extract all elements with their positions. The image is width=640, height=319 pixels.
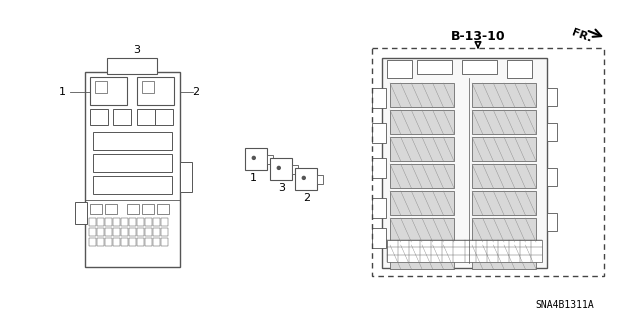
- Bar: [105, 218, 112, 226]
- Bar: [153, 238, 160, 246]
- Bar: [390, 83, 454, 107]
- Bar: [472, 137, 536, 161]
- Bar: [267, 155, 273, 164]
- Bar: [153, 218, 160, 226]
- Bar: [95, 81, 107, 93]
- Text: B-13-10: B-13-10: [451, 29, 506, 42]
- Bar: [157, 204, 169, 214]
- Bar: [507, 60, 532, 78]
- Text: 2: 2: [303, 193, 310, 203]
- Bar: [462, 60, 497, 74]
- Bar: [113, 109, 131, 125]
- Bar: [121, 238, 128, 246]
- Bar: [161, 218, 168, 226]
- Bar: [89, 228, 96, 236]
- Bar: [372, 228, 386, 248]
- Bar: [142, 81, 154, 93]
- Bar: [180, 162, 192, 192]
- Bar: [145, 218, 152, 226]
- Bar: [390, 110, 454, 134]
- Text: SNA4B1311A: SNA4B1311A: [536, 300, 595, 310]
- Bar: [547, 168, 557, 186]
- Bar: [97, 228, 104, 236]
- Bar: [93, 176, 172, 194]
- Bar: [270, 158, 292, 180]
- Bar: [387, 60, 412, 78]
- Bar: [387, 240, 542, 262]
- Bar: [129, 218, 136, 226]
- Bar: [137, 228, 144, 236]
- Bar: [121, 218, 128, 226]
- Bar: [127, 204, 139, 214]
- Bar: [107, 58, 157, 74]
- Bar: [97, 218, 104, 226]
- Bar: [137, 218, 144, 226]
- Bar: [390, 137, 454, 161]
- Bar: [105, 238, 112, 246]
- Circle shape: [301, 176, 306, 180]
- Bar: [153, 228, 160, 236]
- Bar: [161, 228, 168, 236]
- Bar: [472, 83, 536, 107]
- Bar: [372, 158, 386, 178]
- Bar: [137, 238, 144, 246]
- Bar: [113, 238, 120, 246]
- Bar: [161, 238, 168, 246]
- Bar: [372, 48, 604, 276]
- Bar: [472, 110, 536, 134]
- Text: 1: 1: [58, 87, 65, 97]
- Bar: [317, 174, 323, 184]
- Bar: [390, 191, 454, 215]
- Bar: [137, 77, 174, 105]
- Bar: [417, 60, 452, 74]
- Text: FR.: FR.: [570, 28, 593, 44]
- Bar: [93, 154, 172, 172]
- Bar: [75, 202, 87, 224]
- Bar: [390, 164, 454, 188]
- Bar: [113, 218, 120, 226]
- Bar: [372, 88, 386, 108]
- Bar: [547, 88, 557, 106]
- Bar: [129, 228, 136, 236]
- Bar: [89, 218, 96, 226]
- Circle shape: [276, 166, 281, 170]
- Bar: [145, 238, 152, 246]
- Bar: [90, 77, 127, 105]
- Circle shape: [252, 156, 256, 160]
- Bar: [90, 109, 108, 125]
- Bar: [97, 238, 104, 246]
- Bar: [472, 191, 536, 215]
- Bar: [372, 123, 386, 143]
- Bar: [145, 228, 152, 236]
- Bar: [547, 213, 557, 231]
- Bar: [105, 204, 117, 214]
- Bar: [105, 228, 112, 236]
- Bar: [390, 245, 454, 269]
- Text: 2: 2: [193, 87, 200, 97]
- Bar: [89, 238, 96, 246]
- Bar: [372, 198, 386, 218]
- Bar: [155, 109, 173, 125]
- Bar: [90, 204, 102, 214]
- Bar: [142, 204, 154, 214]
- Bar: [472, 245, 536, 269]
- Bar: [382, 58, 547, 268]
- Bar: [295, 168, 317, 190]
- Bar: [93, 132, 172, 150]
- Text: 1: 1: [250, 173, 257, 183]
- Bar: [245, 148, 267, 170]
- Text: 3: 3: [278, 183, 285, 193]
- Bar: [472, 164, 536, 188]
- Text: 3: 3: [134, 45, 141, 55]
- Bar: [113, 228, 120, 236]
- Bar: [129, 238, 136, 246]
- Bar: [85, 72, 180, 267]
- Bar: [121, 228, 128, 236]
- Bar: [390, 218, 454, 242]
- Bar: [547, 123, 557, 141]
- Bar: [292, 165, 298, 174]
- Bar: [472, 218, 536, 242]
- Bar: [137, 109, 155, 125]
